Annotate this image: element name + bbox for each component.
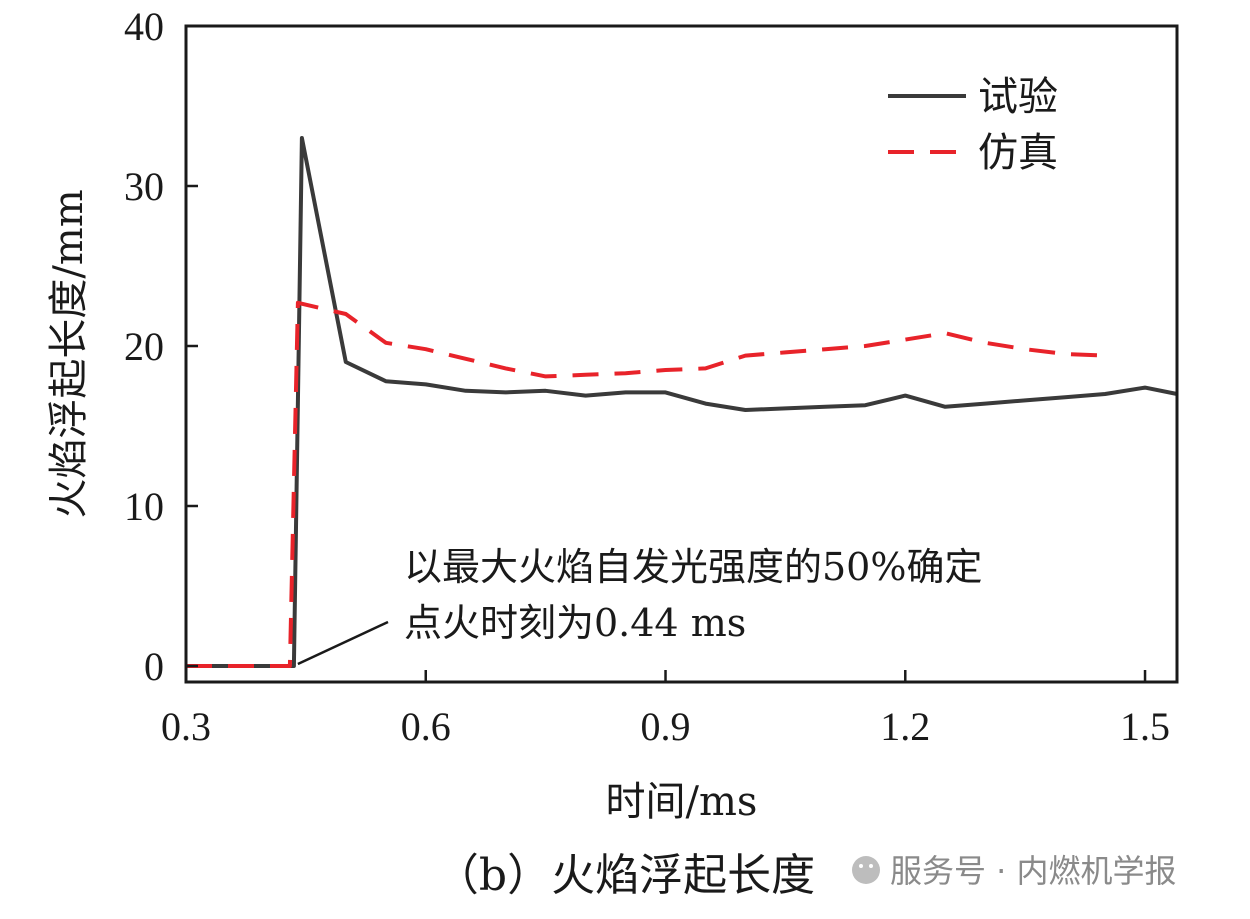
watermark: 服务号 · 内燃机学报 [852,852,1177,890]
annotation-leader-line [297,620,389,666]
wechat-icon-eye-right [869,864,873,868]
x-axis-label: 时间/ms [606,779,758,825]
x-tick-label: 0.3 [161,704,211,749]
wechat-icon [852,856,880,884]
x-tick-label: 0.6 [401,704,451,749]
y-axis-ticks: 0 10 20 30 40 [124,4,198,689]
annotation-line-2: 点火时刻为0.44 ms [404,601,746,645]
series-layer [186,136,1178,668]
series-line-simulation [186,300,1106,668]
legend-label: 仿真 [978,130,1058,176]
x-axis-ticks: 0.3 0.6 0.9 1.2 1.5 [161,670,1170,749]
annotation-line-1: 以最大火焰自发光强度的50%确定 [404,545,982,589]
y-tick-label: 30 [124,164,164,209]
y-tick-label: 10 [124,484,164,529]
y-tick-label: 0 [144,644,164,689]
series-line-experiment [186,136,1178,668]
x-tick-label: 0.9 [641,704,691,749]
y-axis-label: 火焰浮起长度/mm [46,189,92,518]
wechat-icon-eye-left [859,864,863,868]
y-tick-label: 40 [124,4,164,49]
watermark-text: 服务号 · 内燃机学报 [890,852,1177,890]
y-tick-label: 20 [124,324,164,369]
plot-frame [184,24,1179,684]
x-tick-label: 1.5 [1120,704,1170,749]
legend-label: 试验 [978,74,1058,120]
figure-caption: （b）火焰浮起长度 [435,850,815,901]
x-tick-label: 1.2 [880,704,930,749]
